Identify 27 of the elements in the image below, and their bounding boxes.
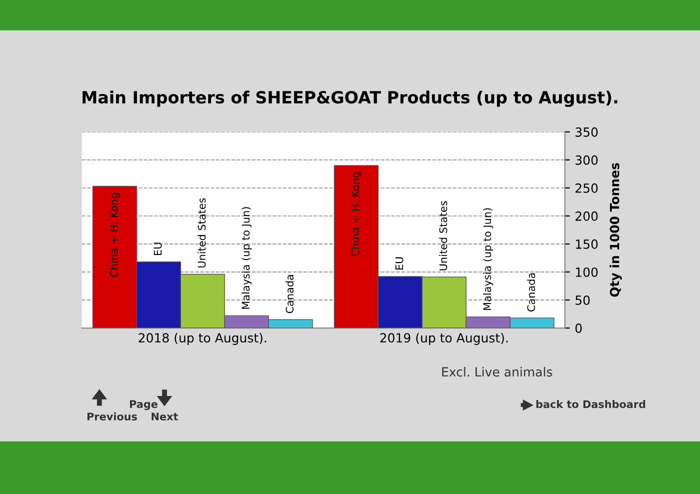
series-label: China + H. Kong	[351, 172, 362, 256]
y-axis-title: Qty in 1000 Tonnes	[610, 163, 622, 297]
text: EU	[395, 257, 404, 270]
y-tick-label: 350	[576, 127, 598, 137]
text: China + H. Kong	[110, 193, 120, 277]
text: Excl. Live animals	[442, 366, 552, 377]
text: back to Dashboard	[536, 400, 646, 408]
y-tick-label: 150	[576, 239, 598, 249]
x-tick-label: 2018 (up to August).	[138, 332, 266, 345]
text: United States	[439, 201, 448, 270]
y-tick-label: 300	[576, 155, 598, 165]
y-tick-label: 250	[576, 183, 598, 193]
text: EU	[154, 242, 162, 255]
text: United States	[198, 198, 206, 268]
y-tick-label: 50	[576, 295, 590, 305]
y-tick-label: 200	[576, 211, 598, 221]
text: Page	[130, 400, 158, 410]
text: Previous	[87, 412, 137, 420]
text: Malaysia (up to Jun)	[242, 207, 252, 309]
x-tick-label: 2019 (up to August).	[380, 332, 508, 345]
text: Canada	[527, 273, 536, 312]
chart-title: Main Importers of SHEEP&GOAT Products (up to August).	[82, 90, 618, 107]
text: Next	[152, 412, 178, 420]
y-tick-label: 0	[575, 323, 582, 333]
text: Malaysia (up to Jun)	[483, 208, 494, 310]
text: Canada	[286, 275, 294, 314]
y-tick-label: 100	[576, 267, 598, 277]
